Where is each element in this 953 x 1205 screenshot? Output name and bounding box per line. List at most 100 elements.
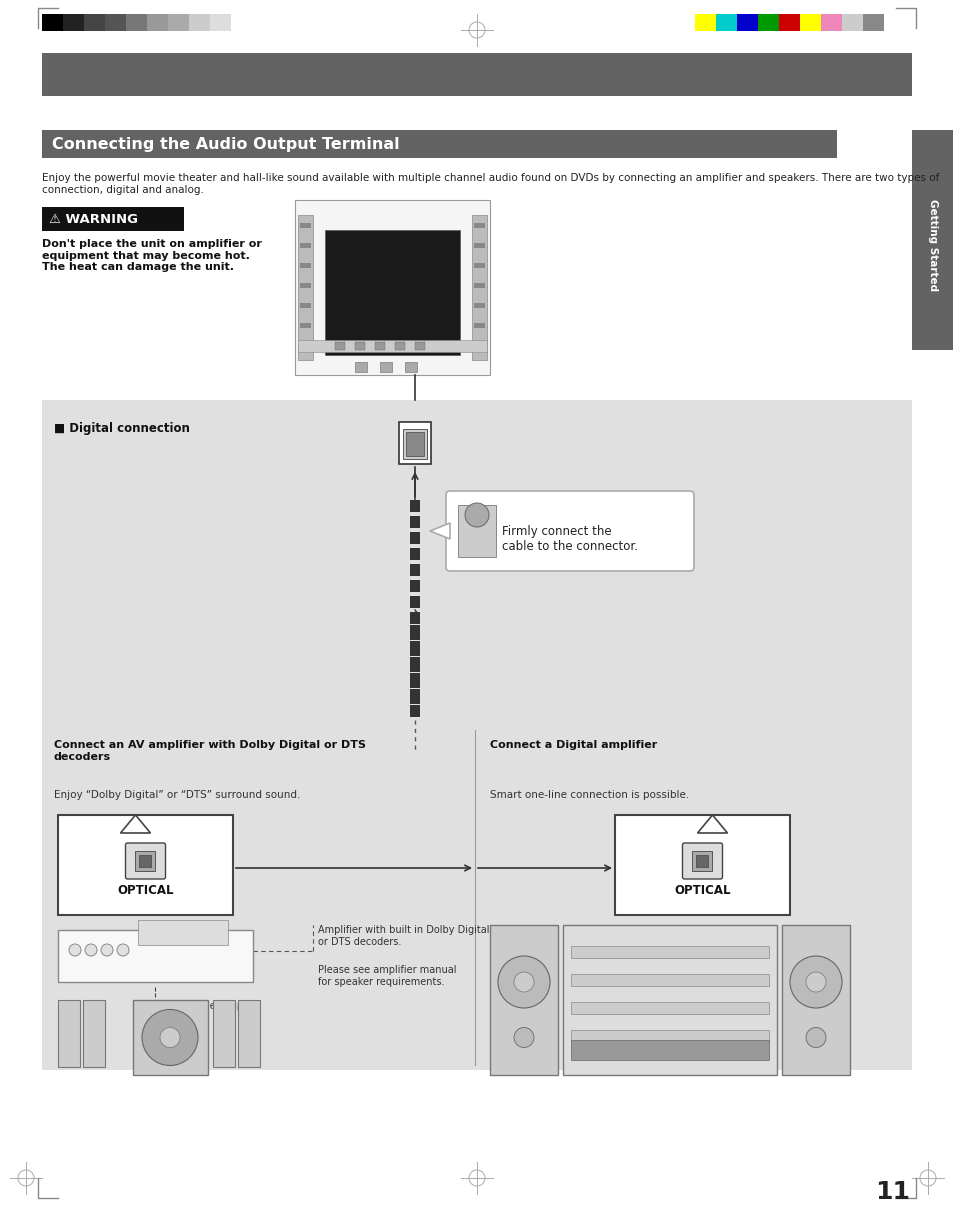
Bar <box>474 323 484 328</box>
Bar <box>571 1003 768 1013</box>
Bar <box>474 263 484 268</box>
Bar <box>58 1000 80 1066</box>
Bar <box>395 342 405 349</box>
Polygon shape <box>911 130 953 349</box>
Text: Amplifier with built in Dolby Digital
or DTS decoders.: Amplifier with built in Dolby Digital or… <box>317 925 489 947</box>
Bar <box>405 362 416 372</box>
Text: Connect an AV amplifier with Dolby Digital or DTS
decoders: Connect an AV amplifier with Dolby Digit… <box>54 740 366 762</box>
Text: ■ Digital connection: ■ Digital connection <box>54 422 190 435</box>
Text: Don't place the unit on amplifier or
equipment that may become hot.
The heat can: Don't place the unit on amplifier or equ… <box>42 239 262 272</box>
Bar <box>571 974 768 986</box>
Bar <box>562 925 776 1075</box>
Bar <box>696 856 708 868</box>
Text: Smart one-line connection is possible.: Smart one-line connection is possible. <box>490 790 688 800</box>
Bar <box>189 14 210 31</box>
Polygon shape <box>697 815 727 833</box>
Bar <box>42 14 63 31</box>
Circle shape <box>805 972 825 992</box>
Bar <box>139 856 152 868</box>
Bar <box>231 14 252 31</box>
Bar <box>410 657 419 669</box>
Bar <box>237 1000 260 1066</box>
Bar <box>571 1040 768 1060</box>
Bar <box>410 689 419 701</box>
Bar <box>800 14 821 31</box>
FancyBboxPatch shape <box>681 844 721 878</box>
Bar <box>84 14 105 31</box>
Circle shape <box>514 972 534 992</box>
Bar <box>474 302 484 308</box>
Bar <box>398 422 431 464</box>
Circle shape <box>117 944 129 956</box>
Bar <box>490 925 558 1075</box>
Circle shape <box>85 944 97 956</box>
Bar <box>410 500 419 512</box>
Polygon shape <box>911 130 953 349</box>
Bar <box>911 130 953 349</box>
Bar <box>695 14 716 31</box>
Bar <box>474 243 484 248</box>
Bar <box>779 14 800 31</box>
Bar <box>42 53 911 96</box>
Bar <box>410 660 419 672</box>
Bar <box>58 930 253 982</box>
Bar <box>692 851 712 871</box>
Bar <box>147 14 168 31</box>
Bar <box>410 674 419 684</box>
Bar <box>781 925 849 1075</box>
Circle shape <box>69 944 81 956</box>
Circle shape <box>101 944 112 956</box>
Bar <box>410 628 419 640</box>
Bar <box>410 516 419 528</box>
Circle shape <box>142 1010 198 1065</box>
Circle shape <box>160 1028 180 1047</box>
Bar <box>571 1030 768 1042</box>
Text: Connecting the Audio Output Terminal: Connecting the Audio Output Terminal <box>52 136 399 152</box>
Bar <box>379 362 392 372</box>
Bar <box>406 433 423 455</box>
Bar <box>135 851 155 871</box>
Bar <box>862 14 883 31</box>
Bar <box>63 14 84 31</box>
Text: OPTICAL: OPTICAL <box>674 883 730 897</box>
Text: Enjoy the powerful movie theater and hall-like sound available with multiple cha: Enjoy the powerful movie theater and hal… <box>42 174 939 194</box>
Bar <box>375 342 385 349</box>
Bar <box>126 14 147 31</box>
Bar <box>83 1000 105 1066</box>
Bar <box>168 14 189 31</box>
Bar <box>335 342 345 349</box>
Text: ⚠ WARNING: ⚠ WARNING <box>49 212 138 225</box>
Bar <box>737 14 758 31</box>
FancyBboxPatch shape <box>126 844 165 878</box>
Bar <box>299 263 311 268</box>
Bar <box>299 323 311 328</box>
Bar <box>457 505 496 557</box>
Polygon shape <box>120 815 151 833</box>
Text: OPTICAL: OPTICAL <box>117 883 173 897</box>
FancyBboxPatch shape <box>446 490 693 571</box>
Text: Enjoy “Dolby Digital” or “DTS” surround sound.: Enjoy “Dolby Digital” or “DTS” surround … <box>54 790 300 800</box>
Bar <box>299 243 311 248</box>
Bar <box>410 625 419 637</box>
Text: 11: 11 <box>874 1180 909 1204</box>
Bar <box>355 342 365 349</box>
Bar <box>42 130 836 158</box>
Bar <box>821 14 841 31</box>
Bar <box>299 283 311 288</box>
Bar <box>42 400 911 1070</box>
Text: Speakers (example): Speakers (example) <box>158 1001 255 1011</box>
Bar <box>58 815 233 915</box>
Bar <box>410 692 419 704</box>
Circle shape <box>789 956 841 1009</box>
Text: Getting Started: Getting Started <box>927 199 937 292</box>
Bar <box>410 580 419 592</box>
Bar <box>758 14 779 31</box>
Text: Firmly connect the
cable to the connector.: Firmly connect the cable to the connecto… <box>501 525 638 553</box>
Bar <box>138 919 228 945</box>
Bar <box>42 207 184 231</box>
Bar <box>213 1000 234 1066</box>
Bar <box>210 14 231 31</box>
Bar <box>571 946 768 958</box>
Bar <box>415 342 424 349</box>
Polygon shape <box>430 523 450 539</box>
